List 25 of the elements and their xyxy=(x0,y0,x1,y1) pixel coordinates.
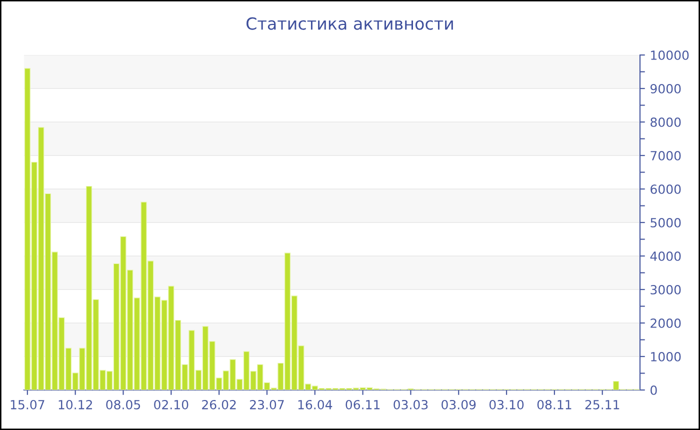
x-tick-label: 15.07 xyxy=(10,400,44,410)
x-tick-label: 08.05 xyxy=(106,400,140,410)
x-tick-label: 23.07 xyxy=(250,400,284,410)
x-tick-label: 03.09 xyxy=(442,400,476,410)
y-tick-label: 2000 xyxy=(650,318,681,328)
x-tick-label: 03.03 xyxy=(394,400,428,410)
y-tick-label: 10000 xyxy=(651,50,689,60)
y-tick-label: 3000 xyxy=(650,284,681,294)
x-tick-label: 02.10 xyxy=(154,400,188,410)
y-tick-label: 8000 xyxy=(650,117,681,127)
chart-title: Статистика активности xyxy=(246,17,453,30)
y-tick-label: 0 xyxy=(650,385,657,395)
x-tick-label: 10.12 xyxy=(58,400,92,410)
y-tick-label: 9000 xyxy=(650,84,681,94)
x-tick-label: 06.11 xyxy=(346,400,380,410)
x-tick-label: 16.04 xyxy=(298,400,332,410)
y-tick-label: 4000 xyxy=(650,251,681,261)
x-tick-label: 08.11 xyxy=(537,400,572,410)
x-tick-label: 03.10 xyxy=(489,400,524,410)
y-tick-label: 6000 xyxy=(650,184,681,194)
y-tick-label: 5000 xyxy=(650,218,681,228)
y-tick-label: 1000 xyxy=(651,352,681,362)
x-tick-label: 26.02 xyxy=(202,400,236,410)
x-tick-label: 25.11 xyxy=(585,400,620,410)
y-tick-label: 7000 xyxy=(650,150,681,160)
